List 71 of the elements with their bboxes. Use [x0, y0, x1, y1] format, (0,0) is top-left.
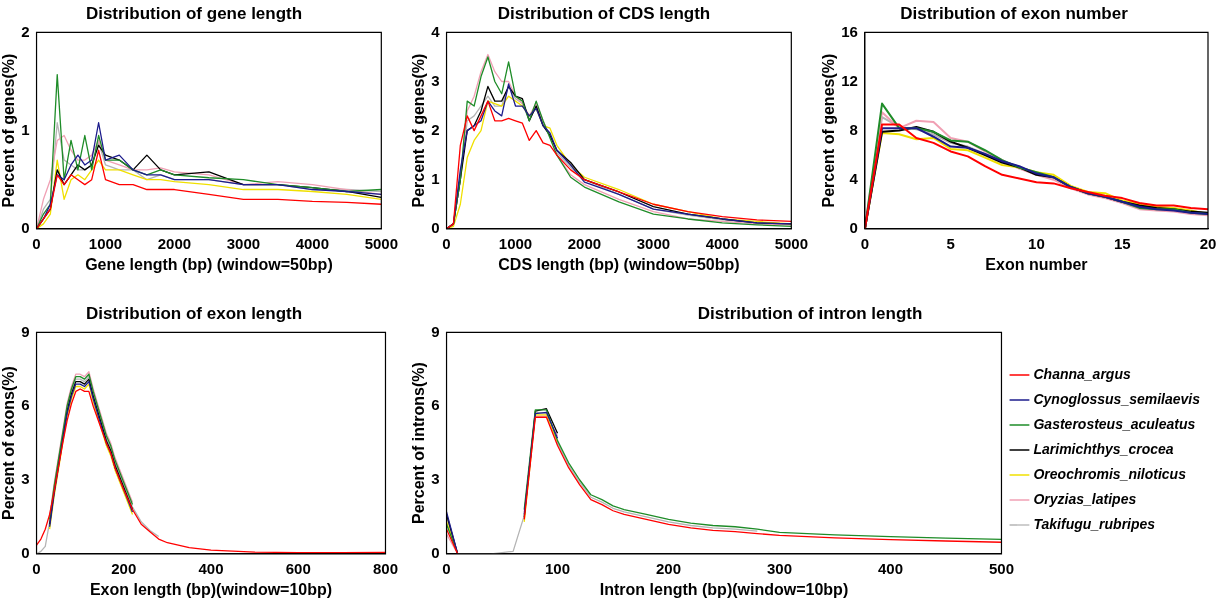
- y-tick-label: 4: [431, 22, 441, 40]
- x-tick-label: 0: [442, 234, 451, 252]
- x-tick-label: 800: [372, 559, 398, 577]
- x-tick-label: 400: [198, 559, 224, 577]
- y-tick-label: 3: [431, 470, 440, 488]
- chart-title: Distribution of CDS length: [497, 3, 711, 23]
- y-tick-label: 0: [431, 218, 440, 236]
- y-axis-title: Percent of genes(%): [0, 53, 18, 208]
- x-axis-title: Exon length (bp)(window=10bp): [89, 580, 333, 598]
- y-tick-label: 9: [21, 322, 30, 340]
- y-tick-label: 0: [431, 543, 440, 561]
- chart-title: Distribution of exon number: [900, 3, 1129, 23]
- y-tick-label: 4: [849, 169, 859, 187]
- y-tick-label: 1: [431, 169, 440, 187]
- legend-label: Oreochromis_niloticus: [1033, 465, 1187, 482]
- y-tick-label: 0: [21, 218, 30, 236]
- x-tick-label: 200: [111, 559, 137, 577]
- legend-label: Cynoglossus_semilaevis: [1033, 390, 1201, 407]
- x-tick-label: 1000: [88, 234, 123, 252]
- x-tick-label: 15: [1113, 234, 1131, 252]
- legend-label: Gasterosteus_aculeatus: [1033, 415, 1196, 432]
- x-tick-label: 10: [1028, 234, 1045, 252]
- y-tick-label: 2: [21, 22, 30, 40]
- y-axis-title: Percent of genes(%): [410, 53, 428, 208]
- y-axis-title: Percent of introns(%): [410, 362, 428, 524]
- x-axis-title: Exon number: [985, 255, 1088, 273]
- x-tick-label: 1000: [498, 234, 533, 252]
- x-tick-label: 4000: [705, 234, 740, 252]
- x-axis-title: Gene length (bp) (window=50bp): [85, 255, 333, 273]
- x-tick-label: 500: [988, 559, 1014, 577]
- x-tick-label: 100: [545, 559, 571, 577]
- legend-label: Channa_argus: [1033, 365, 1131, 382]
- legend-label: Takifugu_rubripes: [1033, 515, 1156, 532]
- y-tick-label: 0: [849, 218, 858, 236]
- x-tick-label: 5: [946, 234, 955, 252]
- x-tick-label: 2000: [157, 234, 192, 252]
- y-axis-title: Percent of exons(%): [0, 366, 18, 521]
- y-tick-label: 6: [431, 396, 440, 414]
- x-tick-label: 5000: [364, 234, 398, 252]
- x-tick-label: 3000: [226, 234, 261, 252]
- x-tick-label: 300: [766, 559, 793, 577]
- y-tick-label: 6: [21, 396, 30, 414]
- x-axis-title: CDS length (bp) (window=50bp): [498, 255, 740, 273]
- x-tick-label: 4000: [295, 234, 330, 252]
- y-tick-label: 3: [431, 71, 440, 89]
- x-tick-label: 0: [32, 234, 41, 252]
- x-tick-label: 600: [285, 559, 311, 577]
- x-tick-label: 20: [1199, 234, 1217, 252]
- x-axis-title: Intron length (bp)(window=10bp): [599, 580, 849, 598]
- y-axis-title: Percent of genes(%): [820, 53, 838, 208]
- legend-label: Larimichthys_crocea: [1033, 440, 1174, 457]
- chart-title: Distribution of intron length: [697, 303, 923, 323]
- chart-title: Distribution of exon length: [85, 303, 303, 323]
- legend-label: Oryzias_latipes: [1033, 490, 1137, 507]
- chart-title: Distribution of gene length: [85, 3, 303, 23]
- y-tick-label: 8: [849, 120, 858, 138]
- x-tick-label: 0: [32, 559, 41, 577]
- y-tick-label: 3: [21, 470, 30, 488]
- y-tick-label: 12: [841, 71, 858, 89]
- x-tick-label: 5000: [774, 234, 808, 252]
- y-tick-label: 2: [431, 120, 440, 138]
- y-tick-label: 0: [21, 543, 30, 561]
- y-tick-label: 16: [841, 22, 858, 40]
- y-tick-label: 9: [431, 322, 440, 340]
- x-tick-label: 0: [860, 234, 870, 252]
- x-tick-label: 2000: [567, 234, 602, 252]
- x-tick-label: 400: [877, 559, 904, 577]
- x-tick-label: 200: [656, 559, 682, 577]
- x-tick-label: 3000: [636, 234, 671, 252]
- x-tick-label: 0: [442, 559, 451, 577]
- y-tick-label: 1: [21, 120, 30, 138]
